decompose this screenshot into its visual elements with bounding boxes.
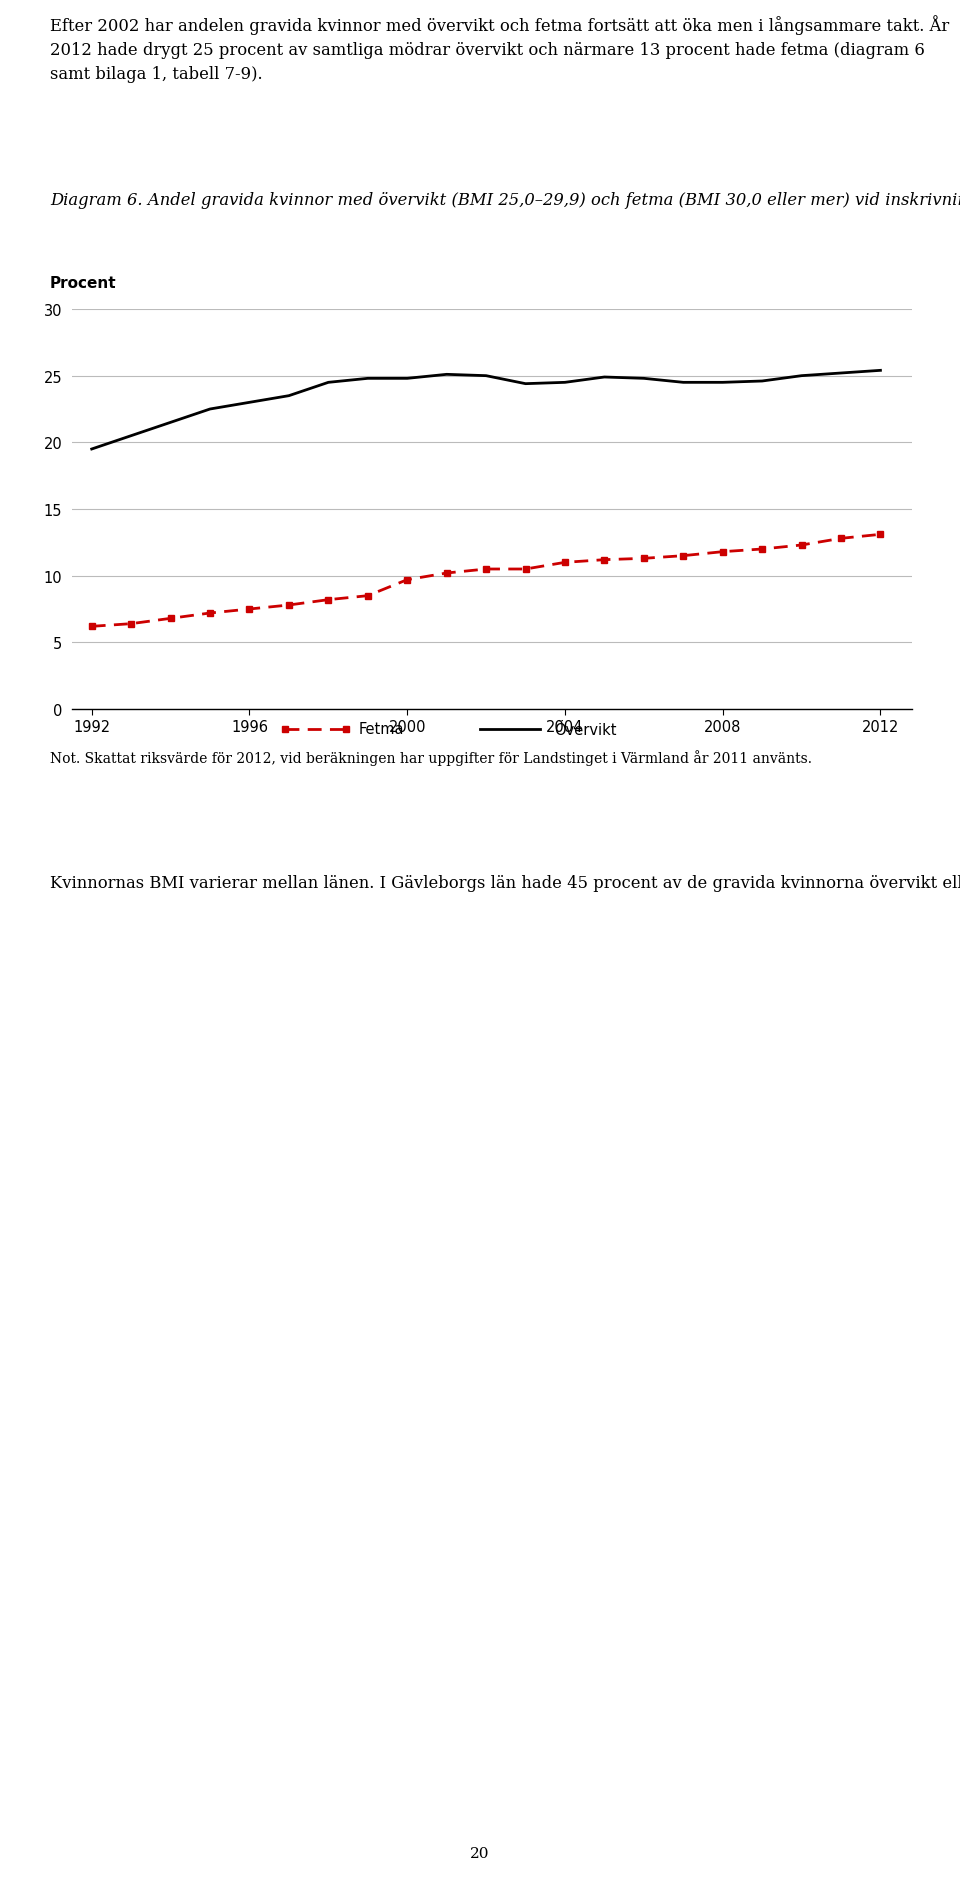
Text: Övervikt: Övervikt (554, 722, 616, 737)
Text: Procent: Procent (50, 276, 116, 291)
Text: Fetma: Fetma (359, 722, 404, 737)
Text: Diagram 6. Andel gravida kvinnor med övervikt (BMI 25,0–29,9) och fetma (BMI 30,: Diagram 6. Andel gravida kvinnor med öve… (50, 190, 960, 209)
Text: 20: 20 (470, 1846, 490, 1859)
Text: Kvinnornas BMI varierar mellan länen. I Gävleborgs län hade 45 procent av de gra: Kvinnornas BMI varierar mellan länen. I … (50, 874, 960, 891)
Text: Efter 2002 har andelen gravida kvinnor med övervikt och fetma fortsätt att öka m: Efter 2002 har andelen gravida kvinnor m… (50, 15, 949, 83)
Text: Not. Skattat riksvärde för 2012, vid beräkningen har uppgifter för Landstinget i: Not. Skattat riksvärde för 2012, vid ber… (50, 750, 812, 765)
